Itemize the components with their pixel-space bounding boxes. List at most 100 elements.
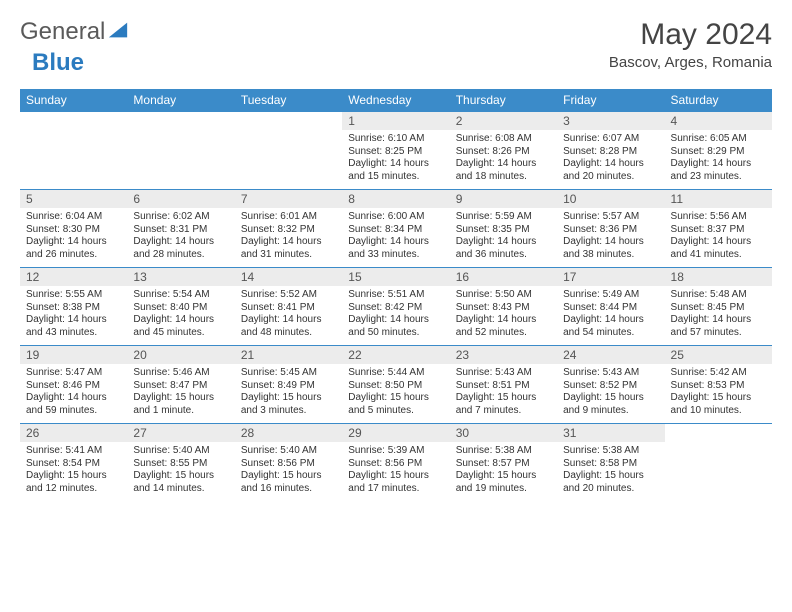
day-info-line: Sunset: 8:49 PM	[241, 380, 336, 393]
day-body: Sunrise: 5:45 AMSunset: 8:49 PMDaylight:…	[235, 364, 342, 423]
day-body: Sunrise: 5:52 AMSunset: 8:41 PMDaylight:…	[235, 286, 342, 345]
day-number: 2	[450, 112, 557, 130]
logo-icon	[107, 19, 129, 46]
day-body: Sunrise: 6:04 AMSunset: 8:30 PMDaylight:…	[20, 208, 127, 267]
day-info-line: Daylight: 15 hours	[563, 470, 658, 483]
calendar-day: 13Sunrise: 5:54 AMSunset: 8:40 PMDayligh…	[127, 268, 234, 345]
day-body: Sunrise: 6:01 AMSunset: 8:32 PMDaylight:…	[235, 208, 342, 267]
day-info-line: and 7 minutes.	[456, 405, 551, 418]
day-info-line: Sunrise: 5:50 AM	[456, 289, 551, 302]
day-info-line: Sunset: 8:42 PM	[348, 302, 443, 315]
day-info-line: Sunset: 8:45 PM	[671, 302, 766, 315]
day-info-line: and 23 minutes.	[671, 171, 766, 184]
calendar-week: 12Sunrise: 5:55 AMSunset: 8:38 PMDayligh…	[20, 267, 772, 345]
day-info-line: Sunset: 8:50 PM	[348, 380, 443, 393]
day-info-line: and 26 minutes.	[26, 249, 121, 262]
day-body: Sunrise: 5:50 AMSunset: 8:43 PMDaylight:…	[450, 286, 557, 345]
day-info-line: Sunset: 8:51 PM	[456, 380, 551, 393]
day-info-line: and 59 minutes.	[26, 405, 121, 418]
day-body	[20, 130, 127, 139]
day-info-line: Sunrise: 5:56 AM	[671, 211, 766, 224]
weekday-header: Thursday	[450, 89, 557, 111]
day-info-line: Daylight: 14 hours	[26, 236, 121, 249]
day-info-line: Daylight: 14 hours	[671, 158, 766, 171]
day-info-line: Sunrise: 5:49 AM	[563, 289, 658, 302]
day-info-line: Sunset: 8:43 PM	[456, 302, 551, 315]
day-number: 7	[235, 190, 342, 208]
day-body: Sunrise: 5:54 AMSunset: 8:40 PMDaylight:…	[127, 286, 234, 345]
day-number: 28	[235, 424, 342, 442]
day-info-line: Daylight: 15 hours	[26, 470, 121, 483]
day-body: Sunrise: 5:38 AMSunset: 8:58 PMDaylight:…	[557, 442, 664, 501]
day-info-line: and 19 minutes.	[456, 483, 551, 496]
day-number: 30	[450, 424, 557, 442]
day-info-line: Sunrise: 5:41 AM	[26, 445, 121, 458]
weekday-header-row: SundayMondayTuesdayWednesdayThursdayFrid…	[20, 89, 772, 111]
calendar-day: 26Sunrise: 5:41 AMSunset: 8:54 PMDayligh…	[20, 424, 127, 501]
logo-text-b: Blue	[32, 49, 84, 76]
day-number: 25	[665, 346, 772, 364]
day-info-line: Sunset: 8:56 PM	[348, 458, 443, 471]
day-number: 29	[342, 424, 449, 442]
day-info-line: Sunset: 8:52 PM	[563, 380, 658, 393]
day-info-line: Daylight: 14 hours	[563, 314, 658, 327]
day-number: 13	[127, 268, 234, 286]
month-title: May 2024	[609, 18, 772, 52]
day-info-line: and 5 minutes.	[348, 405, 443, 418]
day-body: Sunrise: 5:40 AMSunset: 8:56 PMDaylight:…	[235, 442, 342, 501]
day-body	[235, 130, 342, 139]
day-body: Sunrise: 6:02 AMSunset: 8:31 PMDaylight:…	[127, 208, 234, 267]
calendar-day: 12Sunrise: 5:55 AMSunset: 8:38 PMDayligh…	[20, 268, 127, 345]
calendar-week: 1Sunrise: 6:10 AMSunset: 8:25 PMDaylight…	[20, 111, 772, 189]
calendar-day: 3Sunrise: 6:07 AMSunset: 8:28 PMDaylight…	[557, 112, 664, 189]
day-info-line: Daylight: 14 hours	[133, 314, 228, 327]
day-info-line: and 38 minutes.	[563, 249, 658, 262]
day-info-line: Sunset: 8:30 PM	[26, 224, 121, 237]
day-body: Sunrise: 5:43 AMSunset: 8:52 PMDaylight:…	[557, 364, 664, 423]
day-number: 19	[20, 346, 127, 364]
day-number: 14	[235, 268, 342, 286]
day-number: 10	[557, 190, 664, 208]
calendar-day	[235, 112, 342, 189]
calendar-day: 9Sunrise: 5:59 AMSunset: 8:35 PMDaylight…	[450, 190, 557, 267]
day-number: 3	[557, 112, 664, 130]
day-info-line: and 41 minutes.	[671, 249, 766, 262]
calendar-weeks: 1Sunrise: 6:10 AMSunset: 8:25 PMDaylight…	[20, 111, 772, 501]
day-info-line: Sunrise: 5:39 AM	[348, 445, 443, 458]
calendar-day: 30Sunrise: 5:38 AMSunset: 8:57 PMDayligh…	[450, 424, 557, 501]
day-number	[665, 424, 772, 442]
logo: General	[20, 18, 131, 46]
day-info-line: Sunrise: 5:43 AM	[563, 367, 658, 380]
day-info-line: Sunrise: 5:51 AM	[348, 289, 443, 302]
day-number: 17	[557, 268, 664, 286]
weekday-header: Sunday	[20, 89, 127, 111]
day-info-line: Sunset: 8:32 PM	[241, 224, 336, 237]
day-info-line: and 43 minutes.	[26, 327, 121, 340]
day-number: 27	[127, 424, 234, 442]
day-info-line: Sunset: 8:53 PM	[671, 380, 766, 393]
day-number	[235, 112, 342, 130]
day-body: Sunrise: 5:42 AMSunset: 8:53 PMDaylight:…	[665, 364, 772, 423]
day-body: Sunrise: 5:40 AMSunset: 8:55 PMDaylight:…	[127, 442, 234, 501]
calendar-day: 18Sunrise: 5:48 AMSunset: 8:45 PMDayligh…	[665, 268, 772, 345]
day-info-line: Daylight: 14 hours	[348, 314, 443, 327]
day-body: Sunrise: 5:44 AMSunset: 8:50 PMDaylight:…	[342, 364, 449, 423]
day-body: Sunrise: 6:08 AMSunset: 8:26 PMDaylight:…	[450, 130, 557, 189]
day-info-line: and 28 minutes.	[133, 249, 228, 262]
day-info-line: Sunrise: 5:57 AM	[563, 211, 658, 224]
day-info-line: Sunset: 8:37 PM	[671, 224, 766, 237]
day-body: Sunrise: 5:51 AMSunset: 8:42 PMDaylight:…	[342, 286, 449, 345]
calendar-day: 24Sunrise: 5:43 AMSunset: 8:52 PMDayligh…	[557, 346, 664, 423]
day-info-line: Sunset: 8:26 PM	[456, 146, 551, 159]
day-info-line: Sunrise: 5:46 AM	[133, 367, 228, 380]
day-info-line: Daylight: 14 hours	[26, 314, 121, 327]
calendar-day: 1Sunrise: 6:10 AMSunset: 8:25 PMDaylight…	[342, 112, 449, 189]
day-info-line: and 16 minutes.	[241, 483, 336, 496]
day-body: Sunrise: 6:00 AMSunset: 8:34 PMDaylight:…	[342, 208, 449, 267]
day-info-line: and 15 minutes.	[348, 171, 443, 184]
day-number: 15	[342, 268, 449, 286]
day-info-line: Daylight: 14 hours	[456, 236, 551, 249]
calendar-day: 28Sunrise: 5:40 AMSunset: 8:56 PMDayligh…	[235, 424, 342, 501]
calendar-day: 11Sunrise: 5:56 AMSunset: 8:37 PMDayligh…	[665, 190, 772, 267]
day-info-line: Sunrise: 5:45 AM	[241, 367, 336, 380]
